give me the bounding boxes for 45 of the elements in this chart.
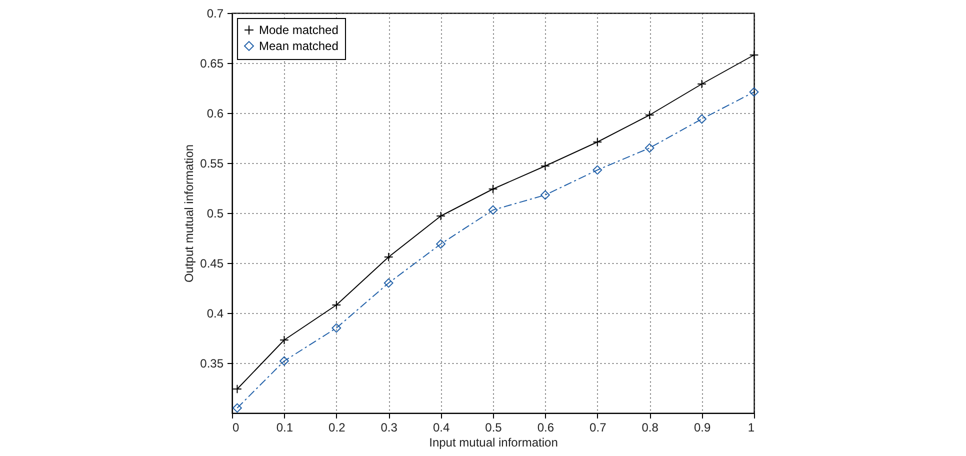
x-tick-label: 0.3 <box>380 420 398 434</box>
legend-label: Mode matched <box>259 23 338 37</box>
point <box>436 239 446 249</box>
point <box>332 300 342 310</box>
y-axis-title: Output mutual information <box>182 144 196 283</box>
y-tick-label: 0.65 <box>200 56 224 70</box>
y-tick-label: 0.7 <box>206 6 224 20</box>
point <box>232 384 242 394</box>
x-tick-label: 0.6 <box>537 420 554 434</box>
point <box>232 403 242 413</box>
point <box>436 211 446 221</box>
y-tick-label: 0.5 <box>206 206 224 220</box>
y-tick-label: 0.35 <box>200 356 224 370</box>
x-axis-title: Input mutual information <box>429 436 558 450</box>
point <box>280 335 289 345</box>
point <box>749 87 759 97</box>
y-tick-label: 0.4 <box>206 306 224 320</box>
point <box>332 323 342 333</box>
point <box>697 79 706 89</box>
x-tick-label: 0 <box>232 420 240 434</box>
point <box>592 165 602 175</box>
y-tick-label: 0.6 <box>206 106 224 120</box>
x-tick-label: 0.4 <box>432 420 450 434</box>
x-tick-label: 0.5 <box>485 420 502 434</box>
point <box>488 184 498 194</box>
point <box>384 278 394 288</box>
point <box>644 110 654 120</box>
point <box>280 356 289 366</box>
x-tick-label: 0.9 <box>694 420 711 434</box>
legend-label: Mean matched <box>259 39 338 53</box>
point <box>540 161 550 171</box>
x-tick-label: 0.7 <box>590 420 607 434</box>
x-tick-label: 1 <box>748 420 755 434</box>
y-tick-label: 0.55 <box>200 156 224 170</box>
point <box>592 137 602 147</box>
x-tick-label: 0.2 <box>328 420 346 434</box>
y-tick-label: 0.45 <box>200 256 224 270</box>
x-tick-label: 0.1 <box>276 420 294 434</box>
x-tick-label: 0.8 <box>642 420 659 434</box>
point <box>384 252 394 262</box>
point <box>697 114 706 124</box>
point <box>644 143 654 153</box>
point <box>540 190 550 200</box>
point <box>749 50 759 60</box>
point <box>488 205 498 215</box>
